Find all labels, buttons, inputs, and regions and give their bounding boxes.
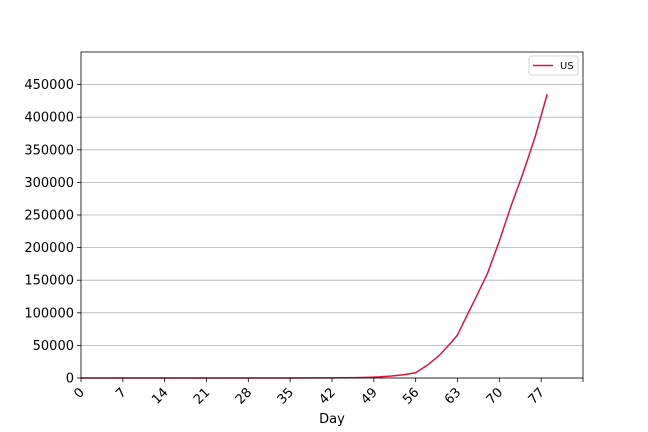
x-tick-label: 0	[71, 385, 87, 401]
y-tick-label: 200000	[24, 241, 74, 256]
x-tick-label: 63	[442, 385, 464, 407]
gridlines	[81, 84, 583, 379]
legend-label-us: US	[560, 61, 574, 72]
legend-box	[528, 55, 579, 76]
series-line-us	[80, 94, 548, 379]
x-tick-label: 77	[526, 385, 548, 407]
y-axis: 0 50000 100000 150000 200000 250000 300000 3500…	[24, 78, 81, 387]
x-tick-label: 70	[484, 385, 506, 407]
x-tick-label: 14	[149, 385, 171, 407]
series-layer	[80, 94, 548, 379]
x-tick-label: 49	[358, 385, 380, 407]
x-tick-label: 56	[400, 385, 422, 407]
y-tick-label: 300000	[24, 176, 74, 191]
x-tick-label: 35	[275, 385, 297, 407]
x-axis: 0 7 14 21 28 35 42 49 56 63 70 77	[71, 378, 584, 408]
y-tick-label: 50000	[33, 339, 74, 354]
y-tick-label: 150000	[24, 274, 74, 289]
y-tick-label: 350000	[24, 143, 74, 158]
x-tick-label: 28	[233, 385, 255, 407]
x-tick-label: 42	[317, 385, 339, 407]
y-tick-label: 250000	[24, 209, 74, 224]
y-tick-label: 0	[66, 372, 74, 387]
y-tick-label: 450000	[24, 78, 74, 93]
y-tick-label: 400000	[24, 111, 74, 126]
x-tick-label: 7	[113, 385, 129, 401]
x-axis-label: Day	[319, 412, 345, 427]
x-tick-label: 21	[191, 385, 213, 407]
y-tick-label: 100000	[24, 306, 74, 321]
legend: US	[528, 55, 579, 76]
